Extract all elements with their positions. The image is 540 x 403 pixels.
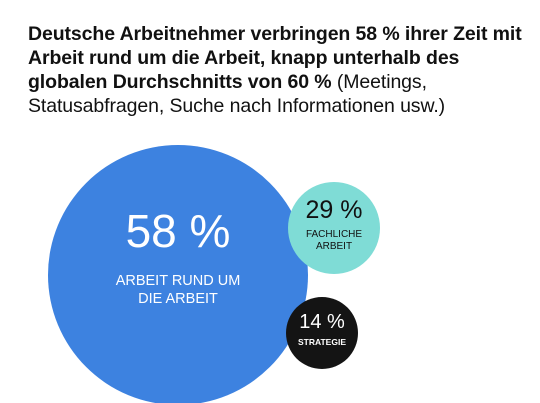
bubble-circle-2 [286, 297, 358, 369]
bubble-2: 14 % STRATEGIE [286, 297, 358, 369]
bubble-circle-0 [48, 145, 308, 403]
bubble-category-label-2-0: STRATEGIE [298, 337, 346, 347]
bubble-category-label-0-1: DIE ARBEIT [138, 291, 218, 307]
bubble-0: 58 % ARBEIT RUND UM DIE ARBEIT [48, 145, 308, 403]
bubble-category-label-0-0: ARBEIT RUND UM [116, 273, 241, 289]
bubble-category-label-1-0: FACHLICHE [306, 229, 362, 240]
bubble-value-label-2: 14 % [299, 311, 345, 333]
bubble-value-label-1: 29 % [306, 196, 363, 224]
bubble-category-label-1-1: ARBEIT [316, 241, 352, 252]
headline: Deutsche Arbeitnehmer verbringen 58 % ih… [28, 22, 528, 118]
bubble-value-label-0: 58 % [126, 205, 231, 257]
headline-normal-text: (Meetings, Statusabfragen, Suche nach In… [28, 71, 446, 117]
headline-bold-text: Deutsche Arbeitnehmer verbringen 58 % ih… [28, 23, 522, 93]
bubble-circle-1 [288, 182, 380, 274]
